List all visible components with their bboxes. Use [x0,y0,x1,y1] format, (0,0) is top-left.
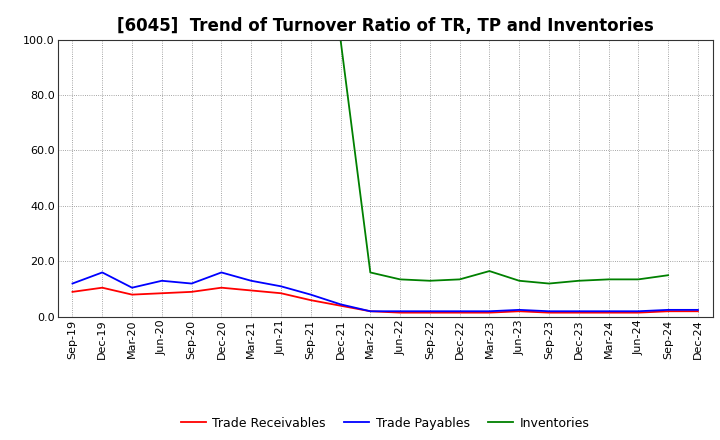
Trade Payables [68,281,77,286]
Inventories [604,277,613,282]
Trade Receivables [634,310,643,315]
Title: [6045]  Trend of Turnover Ratio of TR, TP and Inventories: [6045] Trend of Turnover Ratio of TR, TP… [117,17,654,35]
Trade Payables [276,284,285,289]
Trade Receivables [664,308,672,314]
Trade Payables [634,308,643,314]
Trade Receivables [545,310,554,315]
Trade Receivables [604,310,613,315]
Trade Receivables [98,285,107,290]
Trade Receivables [455,310,464,315]
Trade Payables [664,307,672,312]
Inventories [485,268,494,274]
Trade Receivables [693,308,702,314]
Trade Payables [247,278,256,283]
Inventories [455,277,464,282]
Trade Payables [455,308,464,314]
Trade Payables [545,308,554,314]
Trade Receivables [127,292,136,297]
Inventories [515,278,523,283]
Trade Payables [98,270,107,275]
Trade Receivables [217,285,226,290]
Trade Receivables [396,310,405,315]
Inventories [366,270,374,275]
Trade Payables [693,307,702,312]
Trade Receivables [307,297,315,303]
Trade Receivables [426,310,434,315]
Inventories [336,37,345,42]
Trade Receivables [575,310,583,315]
Legend: Trade Receivables, Trade Payables, Inventories: Trade Receivables, Trade Payables, Inven… [176,412,595,435]
Trade Receivables [187,289,196,294]
Inventories [664,272,672,278]
Inventories [545,281,554,286]
Trade Payables [158,278,166,283]
Line: Trade Payables: Trade Payables [73,272,698,311]
Trade Receivables [336,303,345,308]
Trade Payables [187,281,196,286]
Trade Receivables [485,310,494,315]
Trade Payables [485,308,494,314]
Trade Payables [515,307,523,312]
Inventories [575,278,583,283]
Trade Payables [575,308,583,314]
Trade Receivables [68,289,77,294]
Trade Receivables [515,308,523,314]
Inventories [634,277,643,282]
Trade Payables [366,308,374,314]
Inventories [426,278,434,283]
Trade Receivables [276,290,285,296]
Trade Payables [336,302,345,307]
Trade Receivables [247,288,256,293]
Trade Payables [426,308,434,314]
Trade Payables [604,308,613,314]
Trade Receivables [366,308,374,314]
Trade Payables [396,308,405,314]
Line: Trade Receivables: Trade Receivables [73,288,698,313]
Trade Payables [127,285,136,290]
Inventories [396,277,405,282]
Line: Inventories: Inventories [341,40,668,283]
Trade Receivables [158,290,166,296]
Trade Payables [217,270,226,275]
Trade Payables [307,292,315,297]
